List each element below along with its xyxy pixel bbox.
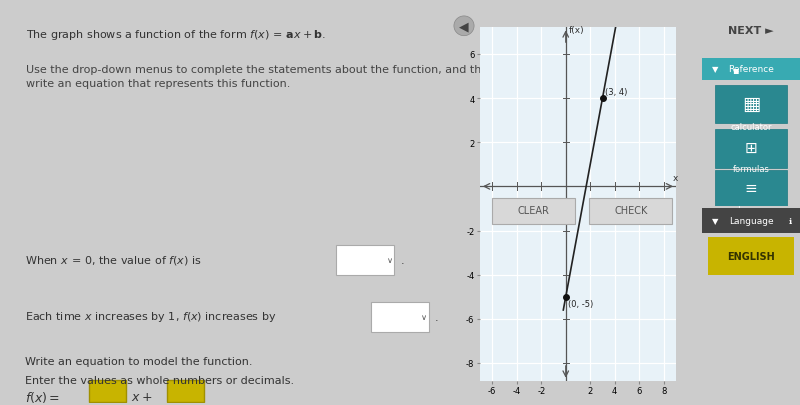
Text: ▦: ▦ — [742, 94, 760, 113]
FancyBboxPatch shape — [715, 171, 787, 207]
Text: Reference: Reference — [728, 65, 774, 74]
Text: Use the drop-down menus to complete the statements about the function, and then
: Use the drop-down menus to complete the … — [26, 64, 495, 88]
FancyBboxPatch shape — [715, 85, 787, 124]
Text: glossary: glossary — [734, 205, 769, 214]
Text: ◀: ◀ — [459, 20, 469, 33]
Text: .: . — [401, 255, 404, 265]
FancyBboxPatch shape — [590, 198, 672, 225]
Text: Language: Language — [729, 216, 774, 225]
Text: ▼: ▼ — [712, 65, 718, 74]
Text: $f(x) =$: $f(x) =$ — [25, 389, 60, 404]
Text: x: x — [672, 173, 678, 182]
Text: calculator: calculator — [730, 122, 772, 131]
FancyBboxPatch shape — [492, 198, 575, 225]
Text: CHECK: CHECK — [614, 206, 647, 215]
Text: (3, 4): (3, 4) — [605, 87, 627, 97]
Text: ≡: ≡ — [745, 181, 758, 196]
FancyBboxPatch shape — [715, 130, 787, 168]
Text: When $x\,=\,0$, the value of $f(x)$ is: When $x\,=\,0$, the value of $f(x)$ is — [25, 253, 202, 266]
Text: ℹ: ℹ — [788, 216, 791, 225]
Text: ENGLISH: ENGLISH — [727, 252, 775, 262]
Text: ∨: ∨ — [421, 312, 427, 321]
Text: $x +$: $x +$ — [131, 390, 153, 403]
FancyBboxPatch shape — [708, 238, 794, 275]
Text: ⊞: ⊞ — [745, 141, 758, 156]
Text: NEXT ►: NEXT ► — [728, 26, 774, 36]
FancyBboxPatch shape — [702, 59, 800, 81]
Text: ▼: ▼ — [712, 216, 718, 225]
Text: Write an equation to model the function.: Write an equation to model the function. — [25, 356, 253, 367]
Text: Enter the values as whole numbers or decimals.: Enter the values as whole numbers or dec… — [25, 375, 294, 385]
FancyBboxPatch shape — [370, 302, 429, 332]
Text: ▪: ▪ — [732, 65, 738, 75]
FancyBboxPatch shape — [89, 380, 126, 402]
Circle shape — [454, 17, 474, 36]
Text: The graph shows a function of the form $f(x)\,=\,\mathbf{a}x+\mathbf{b}$.: The graph shows a function of the form $… — [26, 28, 326, 42]
Text: .: . — [435, 312, 438, 322]
FancyBboxPatch shape — [702, 209, 800, 233]
FancyBboxPatch shape — [166, 380, 204, 402]
Text: Each time $x$ increases by 1, $f(x)$ increases by: Each time $x$ increases by 1, $f(x)$ inc… — [25, 309, 277, 323]
Text: (0, -5): (0, -5) — [568, 299, 594, 308]
Text: f(x): f(x) — [569, 26, 585, 35]
Text: CLEAR: CLEAR — [518, 206, 550, 215]
FancyBboxPatch shape — [336, 245, 394, 275]
Text: formulas: formulas — [733, 164, 770, 173]
Text: ∨: ∨ — [386, 256, 393, 264]
